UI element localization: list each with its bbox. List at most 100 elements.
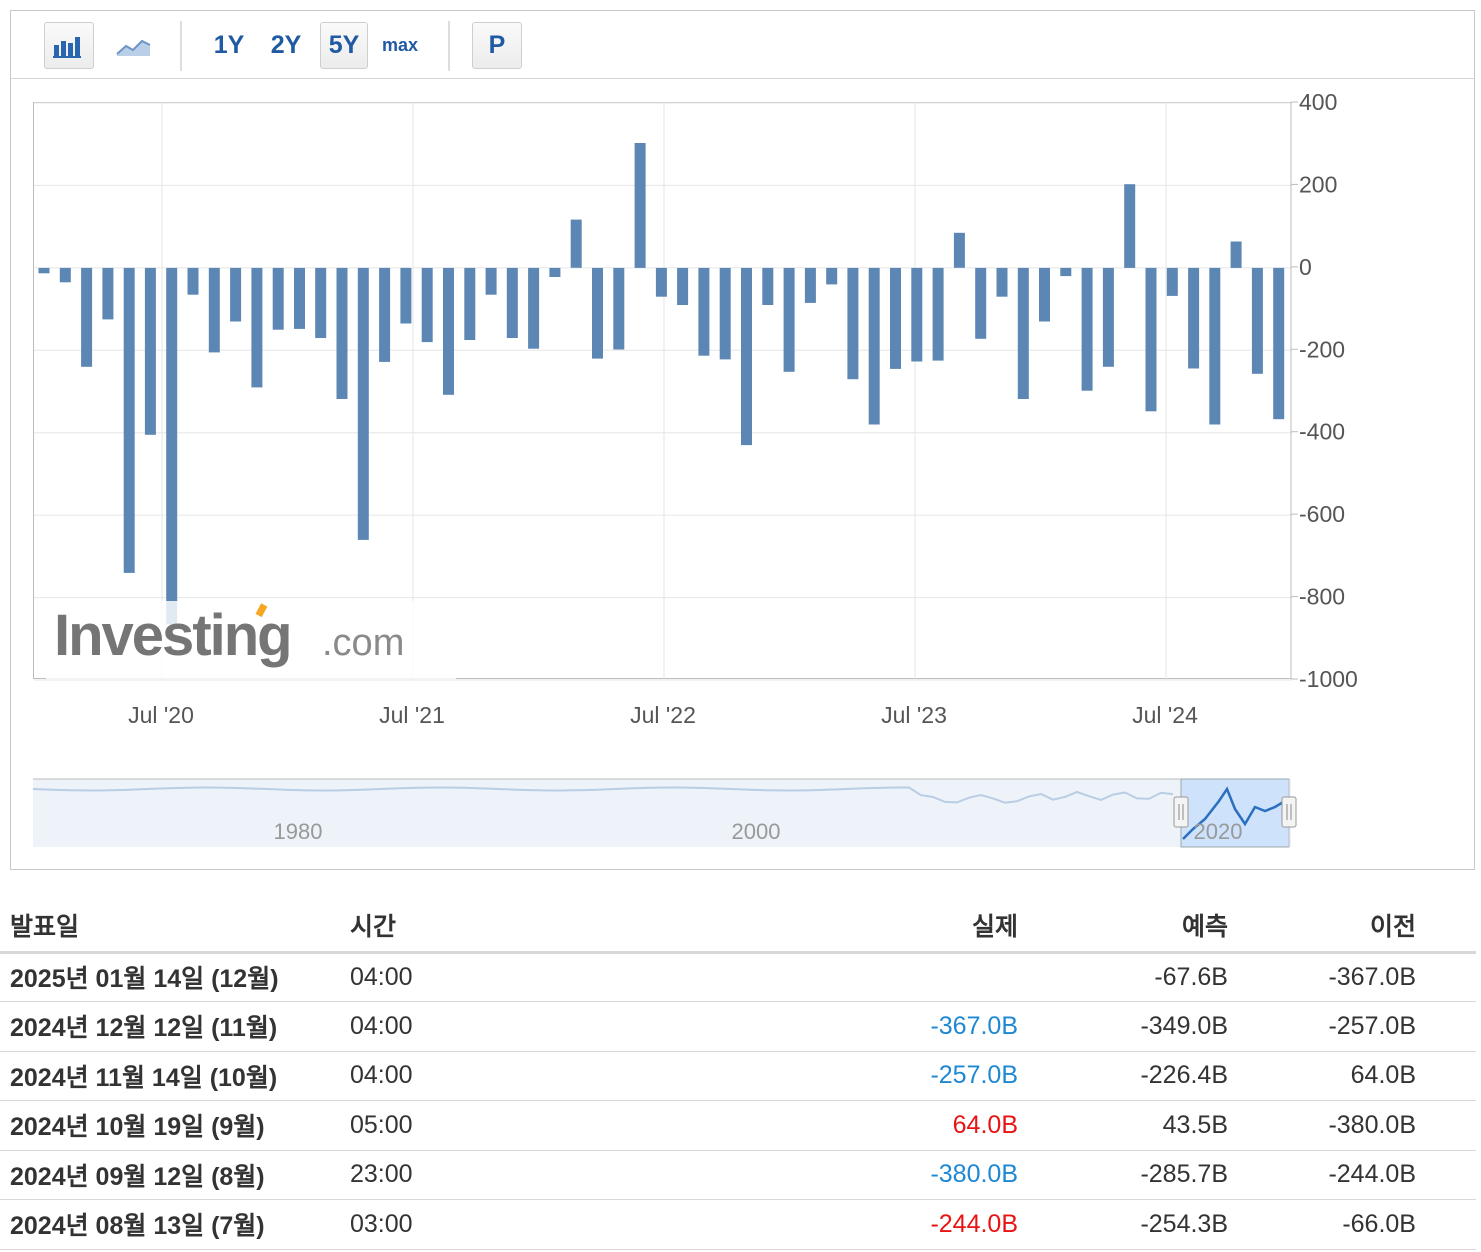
watermark-suffix: .com bbox=[322, 622, 404, 664]
actual-value bbox=[580, 952, 1028, 1002]
previous-value: 64.0B bbox=[1238, 1051, 1426, 1101]
bar[interactable] bbox=[1081, 267, 1093, 391]
bar[interactable] bbox=[38, 267, 50, 274]
bar[interactable] bbox=[336, 267, 348, 399]
release-date: 2024년 08월 13일 (7월) bbox=[0, 1199, 340, 1250]
navigator-year-label: 2000 bbox=[732, 819, 781, 844]
table-header-row: 발표일 시간 실제 예측 이전 bbox=[0, 900, 1476, 954]
x-tick-label: Jul '24 bbox=[1132, 702, 1198, 728]
bar-chart bbox=[34, 102, 1292, 681]
bar[interactable] bbox=[953, 232, 965, 268]
bar[interactable] bbox=[1124, 184, 1136, 268]
bar[interactable] bbox=[187, 267, 199, 295]
bar[interactable] bbox=[1145, 267, 1157, 412]
navigator-history-line bbox=[32, 786, 1174, 804]
bar[interactable] bbox=[464, 267, 476, 340]
y-tick-label: -800 bbox=[1299, 584, 1345, 610]
bar[interactable] bbox=[400, 267, 412, 324]
range-navigator[interactable]: 1980 2000 2020 bbox=[32, 778, 1297, 848]
percent-button[interactable]: P bbox=[472, 22, 522, 69]
bar[interactable] bbox=[294, 267, 305, 329]
bar[interactable] bbox=[357, 267, 369, 540]
bar[interactable] bbox=[698, 267, 710, 356]
bar[interactable] bbox=[1102, 267, 1114, 367]
x-tick-label: Jul '20 bbox=[128, 702, 194, 728]
bar[interactable] bbox=[272, 267, 284, 330]
bar[interactable] bbox=[549, 267, 561, 277]
release-time: 23:00 bbox=[340, 1150, 580, 1200]
bar[interactable] bbox=[932, 267, 944, 361]
bar[interactable] bbox=[528, 267, 540, 349]
bar[interactable] bbox=[230, 267, 242, 322]
bar[interactable] bbox=[719, 267, 731, 360]
y-tick-label: -400 bbox=[1299, 419, 1345, 445]
bar[interactable] bbox=[1017, 267, 1029, 399]
bar[interactable] bbox=[485, 267, 497, 295]
col-forecast: 예측 bbox=[1028, 900, 1238, 954]
range-1y-button[interactable]: 1Y bbox=[213, 31, 245, 59]
table-row: 2024년 09월 12일 (8월) 23:00 -380.0B -285.7B -24… bbox=[0, 1150, 1476, 1200]
range-max-button[interactable]: max bbox=[381, 35, 419, 55]
bar[interactable] bbox=[570, 219, 582, 268]
bar[interactable] bbox=[208, 267, 220, 353]
forecast-value: -67.6B bbox=[1028, 952, 1238, 1002]
bar[interactable] bbox=[975, 267, 987, 339]
y-tick-label: -600 bbox=[1299, 501, 1345, 527]
bar[interactable] bbox=[251, 267, 263, 388]
bar-chart-button[interactable] bbox=[44, 22, 94, 69]
bar[interactable] bbox=[677, 267, 689, 305]
navigator-left-handle[interactable] bbox=[1173, 796, 1189, 828]
release-time: 04:00 bbox=[340, 1051, 580, 1101]
bar[interactable] bbox=[81, 267, 93, 367]
previous-value: -66.0B bbox=[1238, 1199, 1426, 1250]
bar[interactable] bbox=[166, 267, 178, 625]
line-chart-button[interactable] bbox=[109, 22, 159, 69]
bar[interactable] bbox=[506, 267, 518, 338]
release-date: 2024년 11월 14일 (10월) bbox=[0, 1051, 340, 1101]
bar[interactable] bbox=[1188, 267, 1200, 369]
bar[interactable] bbox=[634, 143, 646, 268]
bar[interactable] bbox=[1166, 267, 1178, 296]
bar[interactable] bbox=[996, 267, 1008, 297]
bar[interactable] bbox=[868, 267, 880, 425]
actual-value: -244.0B bbox=[580, 1199, 1028, 1250]
forecast-value: -226.4B bbox=[1028, 1051, 1238, 1101]
bar-chart-icon bbox=[53, 36, 81, 58]
release-date: 2025년 01월 14일 (12월) bbox=[0, 952, 340, 1002]
bar[interactable] bbox=[1230, 241, 1242, 268]
bar[interactable] bbox=[1273, 267, 1285, 420]
bar[interactable] bbox=[379, 267, 391, 362]
bar[interactable] bbox=[911, 267, 923, 362]
bar[interactable] bbox=[783, 267, 795, 372]
bar[interactable] bbox=[655, 267, 667, 297]
range-2y-button[interactable]: 2Y bbox=[270, 31, 302, 59]
y-tick-label: -1000 bbox=[1299, 666, 1358, 692]
bar[interactable] bbox=[1039, 267, 1050, 322]
bar[interactable] bbox=[123, 267, 135, 573]
y-tick-label: 0 bbox=[1299, 254, 1312, 280]
bar[interactable] bbox=[613, 267, 625, 350]
bar[interactable] bbox=[762, 267, 774, 305]
previous-value: -380.0B bbox=[1238, 1100, 1426, 1151]
bar[interactable] bbox=[1209, 267, 1221, 425]
bar[interactable] bbox=[1060, 267, 1072, 277]
bar[interactable] bbox=[741, 267, 752, 446]
table-row: 2024년 11월 14일 (10월) 04:00 -257.0B -226.4B 64… bbox=[0, 1051, 1476, 1101]
bar[interactable] bbox=[315, 267, 327, 338]
bar[interactable] bbox=[826, 267, 838, 285]
bar[interactable] bbox=[804, 267, 816, 303]
bar[interactable] bbox=[890, 267, 901, 369]
bar[interactable] bbox=[847, 267, 859, 380]
bar[interactable] bbox=[443, 267, 454, 395]
line-chart-icon bbox=[116, 39, 151, 56]
navigator-right-handle[interactable] bbox=[1281, 796, 1297, 828]
history-table: 발표일 시간 실제 예측 이전 2025년 01월 14일 (12월) 04:00… bbox=[0, 900, 1476, 1250]
bar[interactable] bbox=[102, 267, 114, 320]
bar[interactable] bbox=[1251, 267, 1263, 374]
bar[interactable] bbox=[144, 267, 156, 435]
release-date: 2024년 12월 12일 (11월) bbox=[0, 1001, 340, 1052]
bar[interactable] bbox=[59, 267, 71, 283]
bar[interactable] bbox=[421, 267, 433, 343]
bar[interactable] bbox=[592, 267, 603, 359]
range-5y-button[interactable]: 5Y bbox=[320, 22, 368, 69]
